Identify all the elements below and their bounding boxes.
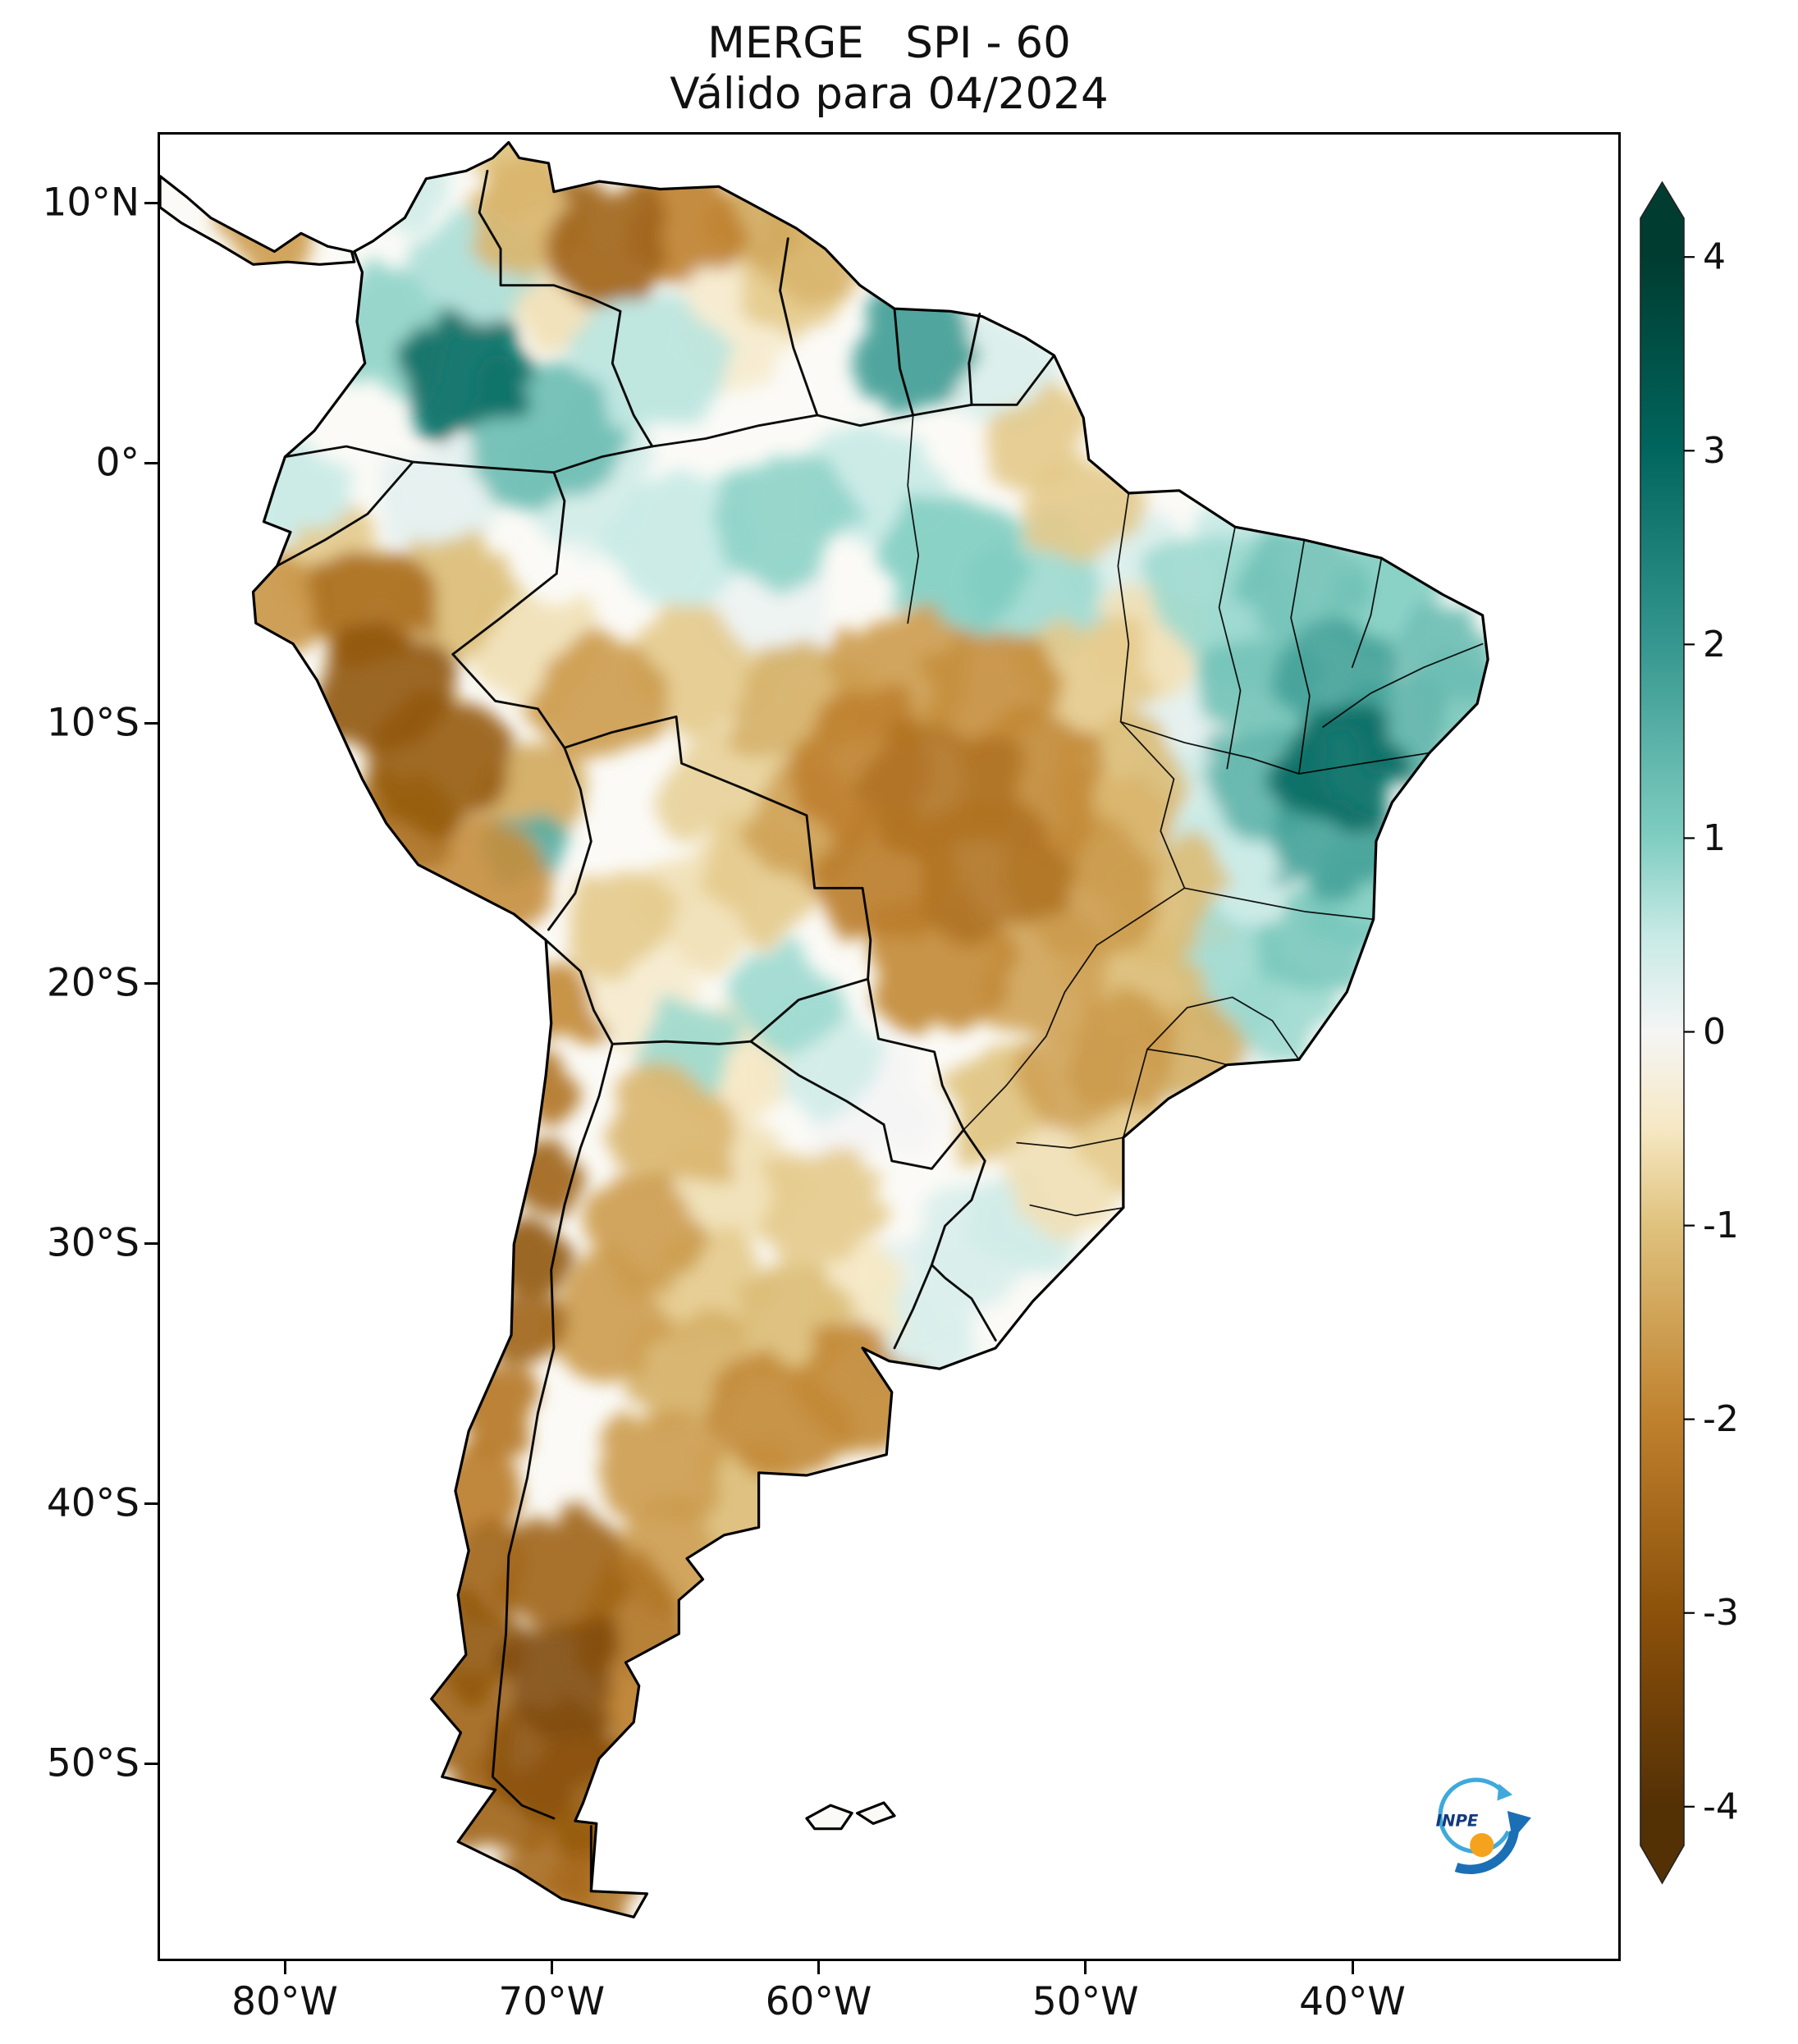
inpe-swoosh-arrowhead-icon [1507, 1811, 1531, 1841]
colorbar-tick-label: 3 [1703, 430, 1726, 472]
coastlines [160, 140, 1489, 1918]
lon-tickmark [283, 1961, 286, 1974]
spi-blob [610, 1070, 733, 1190]
spi-blob [503, 1616, 626, 1735]
lat-tickmark [144, 1762, 158, 1765]
lon-tick-label: 50°W [1032, 1979, 1139, 2024]
spi-blob [918, 799, 1063, 940]
inpe-logo: INPE [1436, 1777, 1531, 1875]
inpe-orange-dot [1470, 1833, 1494, 1858]
lat-tick-label: 10°S [46, 700, 140, 746]
spi-blob [758, 1148, 881, 1268]
lon-tickmark [1351, 1961, 1354, 1974]
falkland-islands-east [855, 1801, 896, 1825]
lat-tickmark [144, 721, 158, 725]
lat-tick-label: 30°S [46, 1220, 140, 1266]
inpe-orbit-arrowhead-icon [1497, 1783, 1513, 1801]
chart-subtitle: Válido para 04/2024 [670, 69, 1109, 119]
spi-blob [317, 618, 455, 753]
lat-tickmark [144, 1241, 158, 1245]
spi-blob [1139, 532, 1267, 657]
lat-tick-label: 20°S [46, 960, 140, 1006]
falkland-islands [805, 1804, 853, 1831]
inpe-logo-text: INPE [1436, 1812, 1479, 1831]
spi-blob [1067, 997, 1179, 1107]
colorbar-tick-label: -3 [1703, 1592, 1739, 1634]
lat-tickmark [144, 1502, 158, 1505]
colorbar-tick-label: 2 [1703, 624, 1726, 665]
colorbar-ticks: 4 3 2 1 0 -1 -2 -3 -4 [1684, 236, 1739, 1827]
lat-tickmark [144, 201, 158, 204]
lat-tick-label: 40°S [46, 1480, 140, 1526]
spi-blob [849, 285, 977, 410]
chart-title: MERGE SPI - 60 [707, 18, 1071, 68]
colorbar-tick-label: 1 [1703, 817, 1726, 859]
central-america-strip [160, 175, 356, 266]
state-borders [907, 414, 1484, 1217]
colorbar-tick-label: -4 [1703, 1786, 1739, 1827]
spi-blob [1274, 612, 1398, 733]
spi-blob [1259, 899, 1361, 998]
lat-tickmark [144, 981, 158, 985]
spi-blob [884, 496, 1023, 631]
spi-blob [1019, 449, 1137, 564]
spi-blob [548, 1264, 666, 1379]
spi-blob [998, 1127, 1110, 1237]
colorbar-extend-bottom [1640, 1845, 1684, 1883]
south-america-map [160, 135, 1618, 1959]
spi-blob [726, 945, 834, 1049]
spi-blob [561, 867, 674, 976]
lat-tick-label: 0° [95, 440, 140, 486]
colorbar: 4 3 2 1 0 -1 -2 -3 -4 [1640, 181, 1739, 1885]
lon-tickmark [550, 1961, 553, 1974]
spi-blob [583, 1173, 706, 1294]
spi-blob [396, 311, 525, 437]
map-plot-area [158, 132, 1621, 1961]
spi-blob [542, 176, 671, 301]
spi-blob [535, 636, 663, 761]
title-block: MERGE SPI - 60 Válido para 04/2024 [158, 18, 1621, 120]
spi-blob [572, 293, 722, 439]
colorbar-gradient [1640, 218, 1684, 1845]
colorbar-outline [1640, 181, 1685, 1885]
lon-tick-label: 70°W [498, 1979, 606, 2024]
lat-tick-label: 50°S [46, 1740, 140, 1786]
lon-tick-label: 80°W [231, 1979, 338, 2024]
lat-tickmark [144, 461, 158, 464]
spi-blob [711, 449, 849, 584]
lon-tickmark [1084, 1961, 1087, 1974]
lon-tickmark [817, 1961, 820, 1974]
lon-tick-label: 40°W [1299, 1979, 1406, 2024]
lon-tick-label: 60°W [765, 1979, 872, 2024]
lat-tick-label: 10°N [42, 180, 140, 226]
colorbar-tick-label: 0 [1703, 1011, 1726, 1053]
spi-blob [599, 1407, 722, 1528]
colorbar-tick-label: 4 [1703, 236, 1726, 278]
colorbar-tick-label: -1 [1703, 1205, 1739, 1246]
colorbar-tick-label: -2 [1703, 1398, 1739, 1440]
colorbar-extend-top [1640, 182, 1684, 218]
spi-blob [1277, 703, 1406, 829]
south-america-outline [251, 140, 1489, 1918]
spi-blob [503, 1511, 626, 1631]
spi-blob [1240, 521, 1358, 637]
inpe-swoosh-arrow-icon [1454, 1830, 1519, 1875]
spi-blob [1397, 607, 1489, 706]
country-borders [276, 169, 1056, 1893]
spi-blob [711, 1351, 844, 1481]
spi-blob [377, 441, 506, 566]
